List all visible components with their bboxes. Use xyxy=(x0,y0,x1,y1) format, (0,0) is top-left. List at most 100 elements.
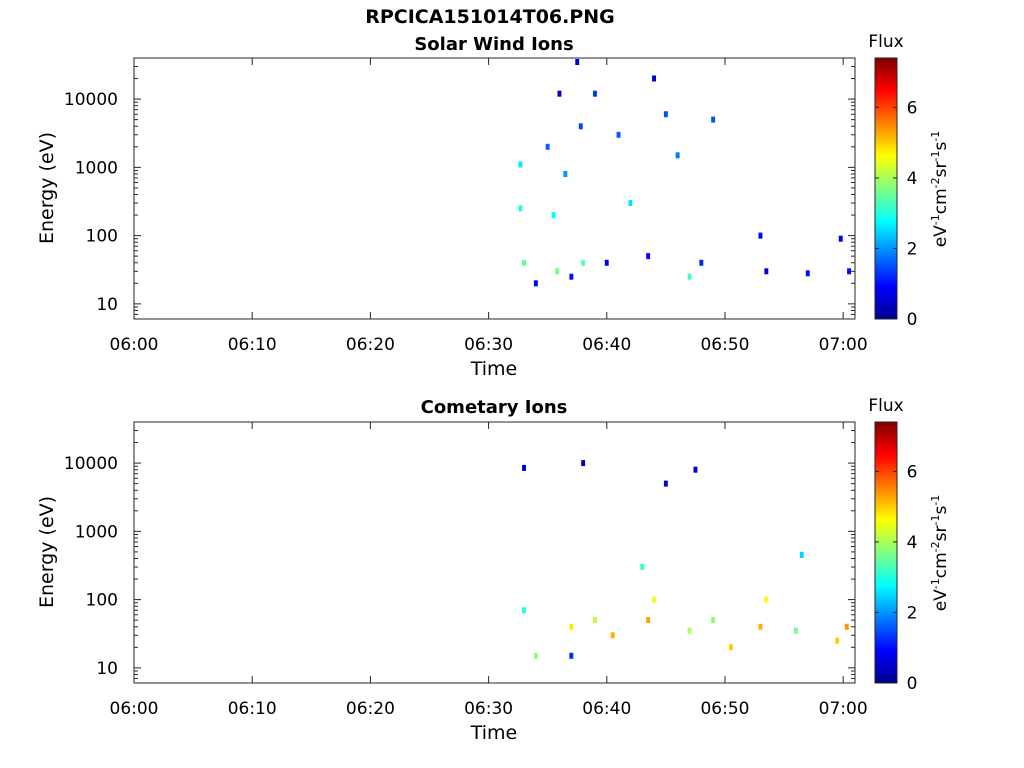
y-tick-label: 10 xyxy=(96,659,118,679)
colorbar-tick-label: 6 xyxy=(907,462,918,482)
colorbar-title: Flux xyxy=(868,32,903,52)
colorbar-units: eV-1cm-2sr-1s-1 xyxy=(929,495,951,612)
heatmap-cell xyxy=(533,280,538,287)
heatmap-cells xyxy=(518,59,851,287)
heatmap-cell xyxy=(569,623,574,630)
heatmap-cell xyxy=(628,200,633,206)
figure-title: RPCICA151014T06.PNG xyxy=(365,6,615,28)
heatmap-cell xyxy=(604,259,609,266)
y-tick-label: 1000 xyxy=(75,158,118,178)
heatmap-cell xyxy=(711,116,716,123)
colorbar xyxy=(874,421,898,684)
x-ticks: 06:00 06:10 06:20 06:30 06:40 06:50 07:00 xyxy=(110,58,868,355)
x-tick-label: 07:00 xyxy=(819,699,868,719)
heatmap-cell xyxy=(675,152,680,159)
heatmap-cells xyxy=(522,460,849,659)
y-axis-label: Energy (eV) xyxy=(36,496,58,608)
heatmap-cell xyxy=(522,259,526,266)
heatmap-cell xyxy=(758,232,763,239)
colorbar-title: Flux xyxy=(868,396,903,416)
y-tick-label: 10000 xyxy=(64,454,118,474)
heatmap-cell xyxy=(575,59,580,65)
heatmap-cell xyxy=(581,460,586,467)
colorbar-tick-label: 0 xyxy=(907,674,918,694)
x-tick-label: 06:10 xyxy=(228,699,277,719)
heatmap-cell xyxy=(838,235,843,242)
heatmap-cell xyxy=(616,131,621,138)
colorbar-units: eV-1cm-2sr-1s-1 xyxy=(929,131,951,248)
colorbar-tick-label: 0 xyxy=(907,310,918,330)
x-tick-label: 06:20 xyxy=(346,699,395,719)
heatmap-cell xyxy=(799,552,804,558)
heatmap-cell xyxy=(522,464,526,471)
x-tick-label: 06:50 xyxy=(700,699,749,719)
x-tick-label: 06:00 xyxy=(110,699,159,719)
heatmap-cell xyxy=(646,617,651,624)
heatmap-cell xyxy=(610,632,615,639)
heatmap-cell xyxy=(518,161,523,168)
plot-frame xyxy=(133,421,856,684)
panel-title: Solar Wind Ions xyxy=(414,34,573,55)
y-tick-label: 1000 xyxy=(75,522,118,542)
y-axis-label: Energy (eV) xyxy=(36,132,58,244)
colorbar-tick-label: 4 xyxy=(907,533,918,553)
heatmap-cell xyxy=(557,90,562,97)
heatmap-cell xyxy=(569,273,574,280)
heatmap-cell xyxy=(835,637,840,644)
heatmap-cell xyxy=(533,652,538,659)
x-tick-label: 07:00 xyxy=(819,335,868,355)
heatmap-cell xyxy=(578,123,583,130)
colorbar-ticks: 0 2 4 6 xyxy=(875,462,917,694)
heatmap-cell xyxy=(593,617,597,624)
x-tick-label: 06:00 xyxy=(110,335,159,355)
heatmap-cell xyxy=(758,623,763,630)
heatmap-cell xyxy=(518,205,523,212)
heatmap-cell xyxy=(844,623,849,630)
heatmap-cell xyxy=(563,171,568,177)
panel-solar-wind: Solar Wind Ions 10 100 1000 10000 06:00 06:1… xyxy=(36,32,951,380)
heatmap-cell xyxy=(764,268,769,275)
x-tick-label: 06:30 xyxy=(464,335,513,355)
heatmap-cell xyxy=(728,644,733,651)
heatmap-cell xyxy=(640,564,645,570)
colorbar-ticks: 0 2 4 6 xyxy=(875,98,917,330)
y-tick-label: 100 xyxy=(86,227,118,247)
heatmap-cell xyxy=(652,75,656,82)
colorbar-tick-label: 4 xyxy=(907,169,918,189)
y-ticks: 10 100 1000 10000 xyxy=(64,57,855,320)
colorbar-tick-label: 2 xyxy=(907,603,918,623)
heatmap-cell xyxy=(847,268,851,275)
heatmap-cell xyxy=(652,596,656,603)
x-axis-label: Time xyxy=(470,722,518,744)
heatmap-cell xyxy=(663,111,668,118)
heatmap-cell xyxy=(699,259,704,266)
y-tick-label: 10000 xyxy=(64,90,118,110)
heatmap-cell xyxy=(569,652,574,659)
heatmap-cell xyxy=(522,607,526,614)
x-tick-label: 06:40 xyxy=(582,335,631,355)
x-tick-label: 06:50 xyxy=(700,335,749,355)
y-tick-label: 10 xyxy=(96,295,118,315)
y-tick-label: 100 xyxy=(86,591,118,611)
y-ticks: 10 100 1000 10000 xyxy=(64,421,855,684)
heatmap-cell xyxy=(687,273,692,280)
heatmap-cell xyxy=(764,596,769,603)
heatmap-cell xyxy=(793,627,798,634)
x-axis-label: Time xyxy=(470,358,518,380)
colorbar-tick-label: 2 xyxy=(907,239,918,259)
panel-title: Cometary Ions xyxy=(421,397,568,418)
heatmap-cell xyxy=(545,143,550,150)
x-ticks: 06:00 06:10 06:20 06:30 06:40 06:50 07:00 xyxy=(110,422,868,719)
heatmap-cell xyxy=(805,270,810,277)
heatmap-cell xyxy=(687,627,692,634)
heatmap-cell xyxy=(581,259,586,266)
heatmap-cell xyxy=(593,90,597,97)
x-tick-label: 06:40 xyxy=(582,699,631,719)
colorbar-tick-label: 6 xyxy=(907,98,918,118)
heatmap-cell xyxy=(555,268,560,275)
heatmap-cell xyxy=(711,617,716,624)
x-tick-label: 06:30 xyxy=(464,699,513,719)
heatmap-cell xyxy=(551,212,556,219)
